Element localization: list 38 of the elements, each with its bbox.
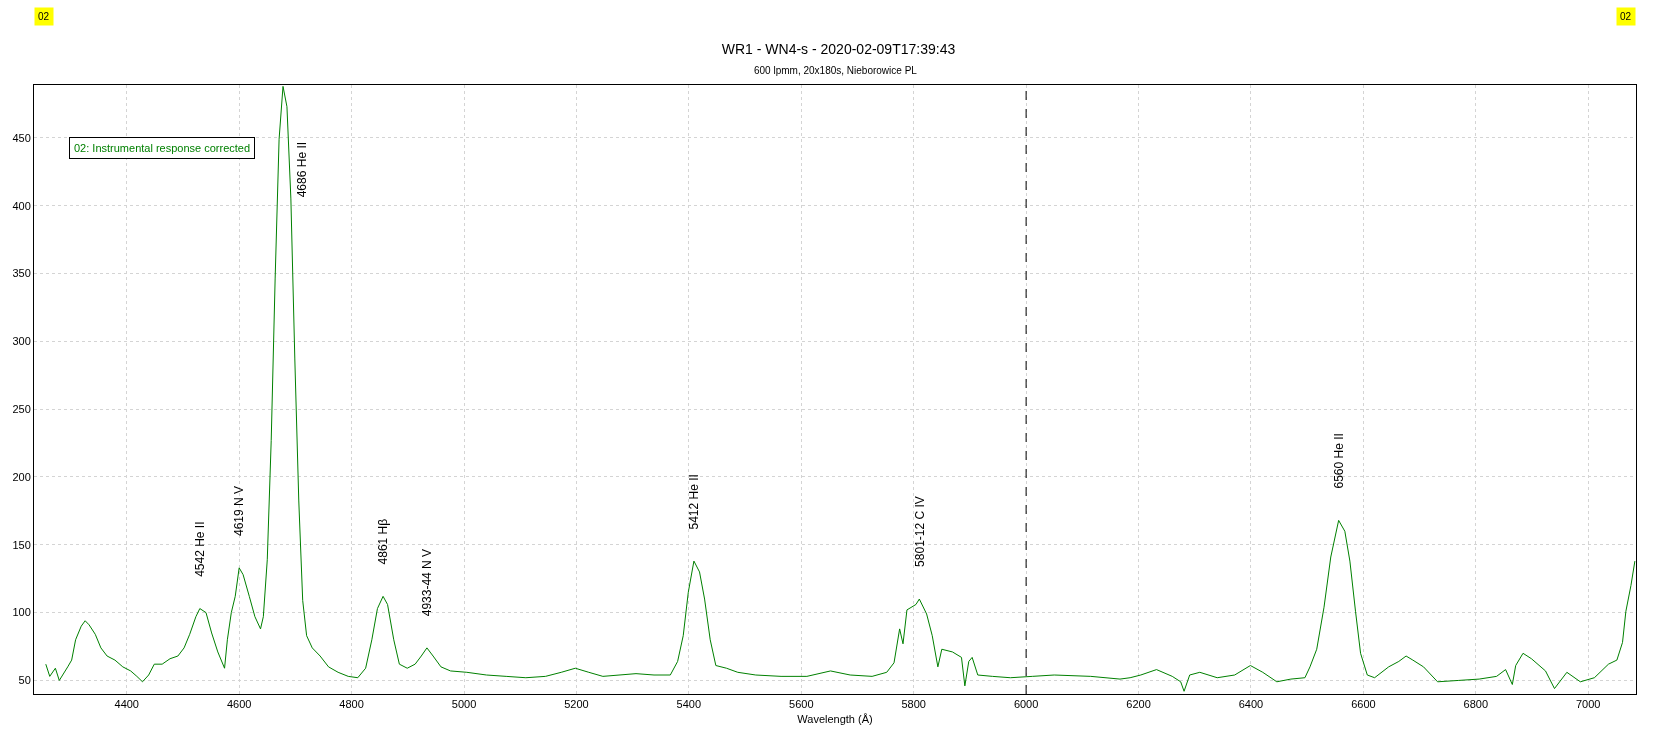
- x-tick-label: 5800: [901, 698, 926, 711]
- x-tick-label: 6000: [1013, 698, 1039, 711]
- x-tick-label: 6800: [1463, 698, 1489, 711]
- x-tick-label: 5200: [564, 698, 589, 711]
- y-tick-label: 350: [12, 267, 31, 280]
- x-tick-label: 5600: [789, 698, 814, 711]
- y-tick-label: 50: [18, 674, 31, 687]
- chart-subtitle: 600 lpmm, 20x180s, Nieborowice PL: [754, 65, 918, 76]
- x-tick-label: 7000: [1575, 698, 1601, 711]
- x-tick-label: 6200: [1126, 698, 1151, 711]
- y-tick-label: 450: [12, 131, 31, 144]
- x-tick-label: 6600: [1351, 698, 1376, 711]
- text: 02: [1620, 11, 1632, 22]
- x-tick-label: 5400: [676, 698, 702, 711]
- annotation: 5412 He II: [687, 474, 702, 530]
- annotation: 5801-12 C IV: [912, 496, 927, 567]
- y-tick-label: 200: [12, 470, 31, 483]
- y-tick-label: 250: [12, 403, 31, 416]
- annotation: 4686 He II: [295, 141, 310, 198]
- y-tick-label: 300: [12, 335, 31, 348]
- x-tick-label: 6400: [1238, 698, 1264, 711]
- x-tick-label: 5000: [451, 698, 477, 711]
- annotation: 4933-44 N V: [419, 548, 434, 617]
- annotation: 4861 Hβ: [375, 518, 390, 565]
- line-series: [45, 85, 1636, 692]
- y-tick-label: 400: [12, 199, 31, 212]
- y-tick-label: 100: [12, 606, 31, 619]
- annotation: 6560 He II: [1331, 433, 1346, 489]
- x-tick-label: 4800: [339, 698, 364, 711]
- annotation: 4542 He II: [192, 521, 207, 577]
- text: 02: [38, 11, 50, 22]
- annotation: 4619 N V: [232, 485, 247, 537]
- x-tick-label: 4400: [114, 698, 139, 711]
- text: 02: Instrumental response corrected: [74, 142, 251, 154]
- x-tick-label: 4600: [226, 698, 252, 711]
- x-axis-title: Wavelength (Å): [797, 713, 873, 726]
- chart-title: WR1 - WN4-s - 2020-02-09T17:39:43: [721, 41, 956, 58]
- y-tick-label: 150: [12, 538, 31, 551]
